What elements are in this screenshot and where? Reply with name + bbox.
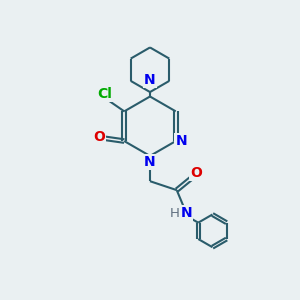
- Text: N: N: [144, 155, 156, 169]
- Text: N: N: [175, 134, 187, 148]
- Text: N: N: [180, 206, 192, 220]
- Text: O: O: [93, 130, 105, 144]
- Text: O: O: [190, 166, 202, 180]
- Text: Cl: Cl: [98, 86, 112, 100]
- Text: H: H: [169, 206, 179, 220]
- Text: N: N: [144, 73, 156, 87]
